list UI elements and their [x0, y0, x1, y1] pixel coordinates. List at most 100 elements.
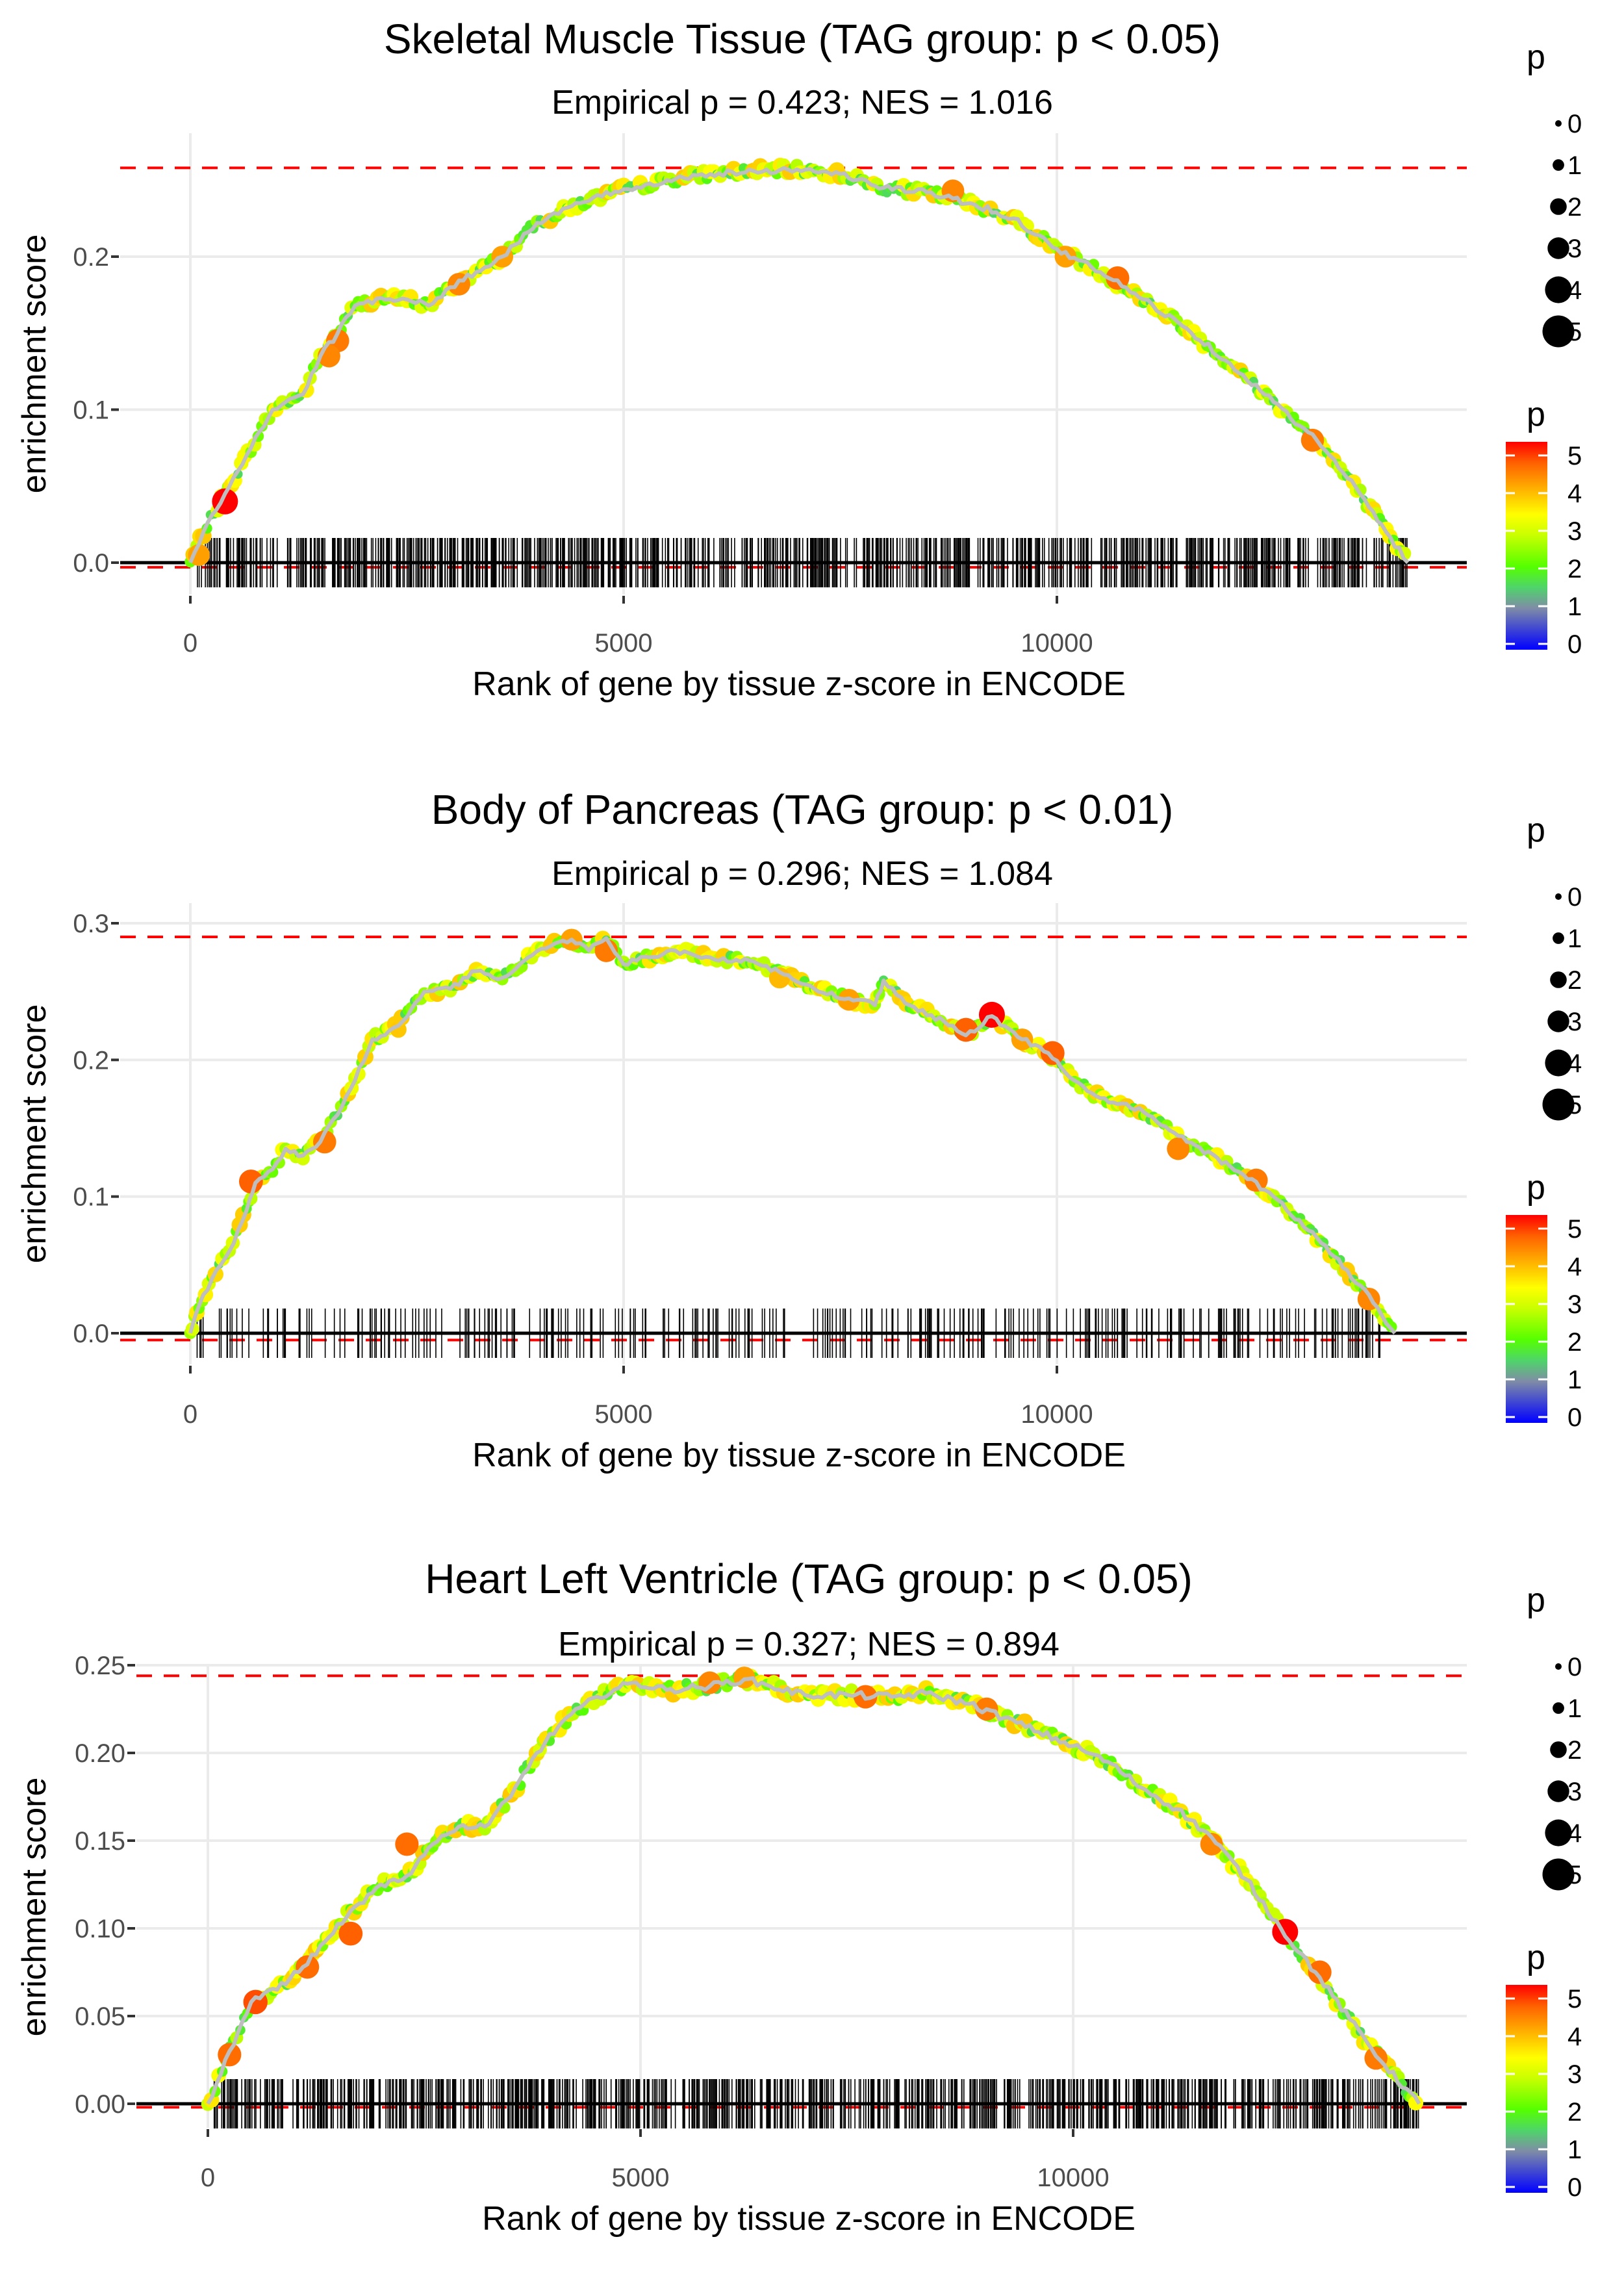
- y-tick-label: 0.2: [73, 243, 109, 272]
- x-tick-label: 0: [183, 1400, 197, 1429]
- gene-point-highlight: [188, 544, 210, 567]
- size-legend-dot: [1550, 198, 1567, 215]
- colorbar-label: 0: [1567, 630, 1582, 659]
- size-legend-dot: [1553, 159, 1564, 171]
- chart-3-subtitle: Empirical p = 0.327; NES = 0.894: [558, 1626, 1059, 1663]
- size-legend-label: 0: [1567, 883, 1582, 912]
- size-legend-label: 2: [1567, 1736, 1582, 1765]
- x-tick-label: 5000: [612, 2164, 670, 2192]
- y-tick-label: 0.0: [73, 1320, 109, 1348]
- colorbar: [1506, 442, 1547, 650]
- size-legend-label: 1: [1567, 151, 1582, 180]
- colorbar-label: 1: [1567, 2136, 1582, 2164]
- chart-3-xlabel: Rank of gene by tissue z-score in ENCODE: [482, 2200, 1136, 2238]
- size-legend-label: 5: [1567, 1091, 1582, 1119]
- chart-3-ylabel: enrichment score: [16, 1778, 53, 2037]
- color-legend-title: p: [1527, 396, 1545, 433]
- colorbar-label: 3: [1567, 517, 1582, 546]
- size-legend-dot: [1553, 1702, 1564, 1714]
- chart-1-subtitle: Empirical p = 0.423; NES = 1.016: [552, 84, 1053, 121]
- chart-1-ylabel: enrichment score: [16, 235, 53, 494]
- size-legend-dot: [1545, 1049, 1572, 1077]
- y-tick-label: 0.15: [75, 1827, 125, 1856]
- size-legend-dot: [1553, 932, 1564, 944]
- running-es-line: [188, 166, 1410, 565]
- x-tick-label: 10000: [1021, 629, 1093, 658]
- running-es-line: [206, 1676, 1421, 2105]
- size-legend-label: 3: [1567, 1008, 1582, 1036]
- gene-point-highlight: [238, 1169, 263, 1194]
- colorbar-label: 0: [1567, 1403, 1582, 1432]
- size-legend-label: 4: [1567, 276, 1582, 305]
- size-legend-title: p: [1527, 1581, 1545, 1619]
- gene-point-highlight: [1167, 1137, 1190, 1160]
- colorbar: [1506, 1985, 1547, 2193]
- color-legend-title: p: [1527, 1169, 1545, 1207]
- gene-point-highlight: [1200, 1832, 1223, 1856]
- size-legend-label: 0: [1567, 110, 1582, 138]
- gene-point-highlight: [1106, 266, 1130, 290]
- chart-1-xlabel: Rank of gene by tissue z-score in ENCODE: [472, 665, 1126, 703]
- size-legend-label: 0: [1567, 1653, 1582, 1681]
- gene-point-highlight: [768, 967, 791, 989]
- colorbar-label: 2: [1567, 1328, 1582, 1357]
- y-tick-label: 0.1: [73, 1183, 109, 1212]
- gene-point-highlight: [395, 1832, 419, 1856]
- colorbar-label: 2: [1567, 555, 1582, 583]
- x-tick-label: 10000: [1037, 2164, 1109, 2192]
- size-legend-label: 1: [1567, 925, 1582, 953]
- size-legend-dot: [1545, 276, 1572, 303]
- x-tick-label: 5000: [595, 1400, 653, 1429]
- y-tick-label: 0.05: [75, 2002, 125, 2031]
- colorbar-label: 1: [1567, 593, 1582, 621]
- gene-point-highlight: [1040, 1041, 1065, 1066]
- chart-2-subtitle: Empirical p = 0.296; NES = 1.084: [552, 855, 1053, 893]
- colorbar-label: 0: [1567, 2173, 1582, 2202]
- size-legend-dot: [1542, 315, 1575, 348]
- gene-point-highlight: [1300, 428, 1325, 452]
- y-tick-label: 0.20: [75, 1739, 125, 1768]
- size-legend-label: 2: [1567, 966, 1582, 995]
- colorbar-label: 5: [1567, 1215, 1582, 1244]
- gene-point-highlight: [338, 1921, 363, 1946]
- size-legend-dot: [1550, 971, 1567, 988]
- y-tick-label: 0.10: [75, 1915, 125, 1943]
- size-legend-title: p: [1527, 38, 1545, 76]
- chart-2-ylabel: enrichment score: [16, 1004, 53, 1264]
- colorbar: [1506, 1215, 1547, 1423]
- colorbar-label: 1: [1567, 1366, 1582, 1394]
- y-tick-label: 0.25: [75, 1652, 125, 1680]
- colorbar-label: 3: [1567, 2060, 1582, 2089]
- curve-points: [201, 1667, 1424, 2111]
- colorbar-label: 4: [1567, 2023, 1582, 2051]
- gene-point: [1408, 2095, 1424, 2111]
- size-legend-dot: [1545, 1819, 1572, 1846]
- size-legend-label: 4: [1567, 1819, 1582, 1848]
- x-tick-label: 0: [201, 2164, 215, 2192]
- size-legend-label: 3: [1567, 235, 1582, 263]
- size-legend-dot: [1542, 1858, 1575, 1891]
- gene-point-highlight: [954, 1017, 978, 1042]
- size-legend-dot: [1555, 120, 1562, 127]
- chart-2-xlabel: Rank of gene by tissue z-score in ENCODE: [472, 1437, 1126, 1474]
- x-tick-label: 5000: [595, 629, 653, 658]
- size-legend-label: 5: [1567, 318, 1582, 346]
- x-tick-label: 0: [183, 629, 197, 658]
- colorbar-label: 5: [1567, 442, 1582, 470]
- gene-point-highlight: [313, 1130, 336, 1154]
- x-tick-label: 10000: [1021, 1400, 1093, 1429]
- gene-point-highlight: [1308, 1960, 1332, 1984]
- colorbar-label: 4: [1567, 1253, 1582, 1281]
- y-tick-label: 0.0: [73, 549, 109, 578]
- size-legend-label: 3: [1567, 1778, 1582, 1806]
- y-tick-label: 0.2: [73, 1046, 109, 1075]
- curve-points: [184, 928, 1397, 1340]
- colorbar-label: 5: [1567, 1985, 1582, 2013]
- chart-3-panel: 0 5000 10000 0.00 0.05 0.10 0.15 0.20 0.25: [75, 1652, 1467, 2192]
- size-legend-dot: [1547, 1780, 1569, 1802]
- colorbar-label: 4: [1567, 479, 1582, 508]
- size-legend-dot: [1555, 1663, 1562, 1670]
